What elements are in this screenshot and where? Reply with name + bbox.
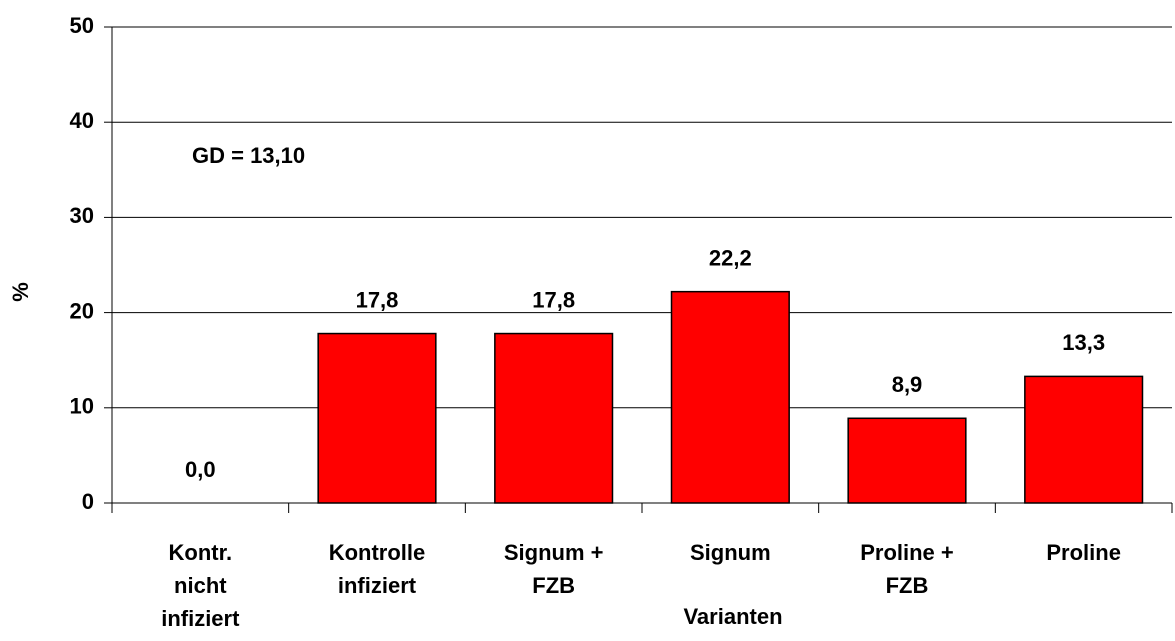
x-axis-label: Varianten [683, 604, 782, 629]
x-tick-label: Signum [689, 540, 771, 565]
y-tick-label: 30 [70, 203, 94, 228]
value-label: 17,8 [356, 287, 399, 312]
x-tick-label: Proline [1046, 540, 1121, 565]
y-tick-label: 10 [70, 394, 94, 419]
y-tick-label: 0 [82, 489, 94, 514]
y-tick-label: 20 [70, 298, 94, 323]
y-tick-label: 50 [70, 13, 94, 38]
bar [847, 417, 967, 504]
x-tick-label: Kontr. nicht infiziert [161, 540, 240, 631]
bar [317, 332, 437, 504]
y-tick-label: 40 [70, 108, 94, 133]
annotation: GD = 13,10 [192, 143, 305, 168]
y-axis-label: % [8, 282, 33, 302]
value-label: 0,0 [185, 457, 216, 482]
x-tick-label: Proline + FZB [860, 540, 954, 598]
bar [494, 332, 614, 504]
x-tick-label: Signum + FZB [503, 540, 604, 598]
bar [1024, 375, 1144, 504]
value-label: 13,3 [1062, 330, 1105, 355]
value-label: 8,9 [892, 372, 923, 397]
x-tick-label: Kontrolle infiziert [328, 540, 426, 598]
value-label: 17,8 [532, 287, 575, 312]
value-label: 22,2 [709, 245, 752, 270]
bar [670, 290, 790, 504]
